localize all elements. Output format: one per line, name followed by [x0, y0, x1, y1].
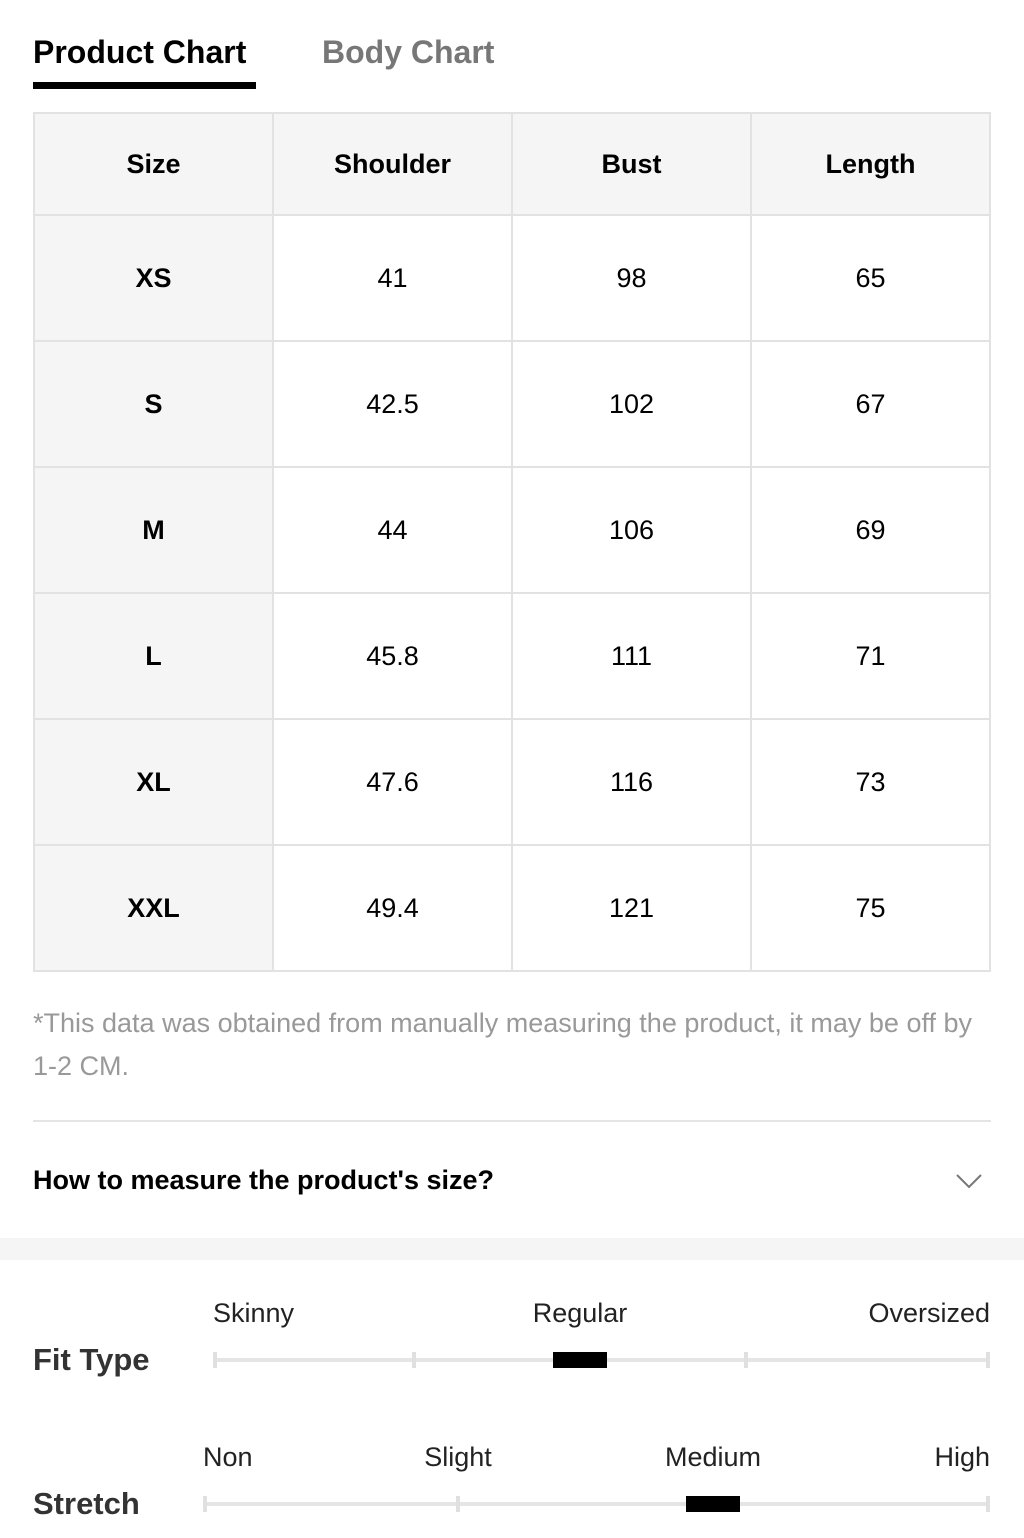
- active-tab-underline: [33, 82, 256, 89]
- tab-body-chart[interactable]: Body Chart: [322, 34, 495, 70]
- scale-tick: [986, 1352, 990, 1368]
- value-cell: 106: [511, 466, 752, 594]
- tab-product-chart[interactable]: Product Chart: [33, 34, 247, 70]
- header-row: Size Shoulder Bust Length: [33, 112, 991, 216]
- scale-title: Stretch: [33, 1486, 140, 1521]
- scale-label: Non: [203, 1442, 253, 1472]
- measure-accordion[interactable]: How to measure the product's size?: [0, 1140, 1024, 1220]
- scale-title: Fit Type: [33, 1342, 150, 1377]
- table-row: XXL 49.4 121 75: [33, 844, 991, 972]
- table-row: XS 41 98 65: [33, 214, 991, 342]
- scale-tick: [744, 1352, 748, 1368]
- scale-indicator: [686, 1496, 740, 1512]
- value-cell: 65: [750, 214, 991, 342]
- value-cell: 44: [272, 466, 513, 594]
- scale-label: Slight: [424, 1442, 492, 1472]
- value-cell: 42.5: [272, 340, 513, 468]
- header-cell: Size: [33, 112, 274, 216]
- scale-label: Skinny: [213, 1298, 295, 1328]
- header-cell: Shoulder: [272, 112, 513, 216]
- table-row: L 45.8 111 71: [33, 592, 991, 720]
- header-cell: Bust: [511, 112, 752, 216]
- size-table: Size Shoulder Bust Length XS 41 98 65 S 42.5 102 6…: [33, 112, 991, 972]
- scale-label: Oversized: [868, 1298, 990, 1328]
- value-cell: 71: [750, 592, 991, 720]
- size-cell: L: [33, 592, 274, 720]
- size-cell: XXL: [33, 844, 274, 972]
- table-row: XL 47.6 116 73: [33, 718, 991, 846]
- header-cell: Length: [750, 112, 991, 216]
- table-row: M 44 106 69: [33, 466, 991, 594]
- scale-track: [205, 1502, 988, 1506]
- scale-tick: [986, 1496, 990, 1512]
- value-cell: 102: [511, 340, 752, 468]
- measurement-note: *This data was obtained from manually me…: [33, 1008, 972, 1081]
- scale-label: Medium: [664, 1442, 762, 1472]
- value-cell: 73: [750, 718, 991, 846]
- value-cell: 98: [511, 214, 752, 342]
- size-cell: S: [33, 340, 274, 468]
- section-separator: [0, 1238, 1024, 1260]
- scale-tick: [456, 1496, 460, 1512]
- value-cell: 45.8: [272, 592, 513, 720]
- value-cell: 47.6: [272, 718, 513, 846]
- chevron-down: [956, 1174, 982, 1189]
- value-cell: 41: [272, 214, 513, 342]
- size-cell: XL: [33, 718, 274, 846]
- scale-tick: [213, 1352, 217, 1368]
- value-cell: 121: [511, 844, 752, 972]
- scale-tick: [412, 1352, 416, 1368]
- scale-tick: [203, 1496, 207, 1512]
- scale-label: Regular: [532, 1298, 628, 1328]
- scale-label: High: [934, 1442, 990, 1472]
- value-cell: 116: [511, 718, 752, 846]
- value-cell: 49.4: [272, 844, 513, 972]
- accordion-title: How to measure the product's size?: [33, 1165, 495, 1195]
- divider: [33, 1120, 991, 1122]
- value-cell: 75: [750, 844, 991, 972]
- table-row: S 42.5 102 67: [33, 340, 991, 468]
- value-cell: 67: [750, 340, 991, 468]
- size-cell: M: [33, 466, 274, 594]
- value-cell: 69: [750, 466, 991, 594]
- size-cell: XS: [33, 214, 274, 342]
- scale-indicator: [553, 1352, 607, 1368]
- value-cell: 111: [511, 592, 752, 720]
